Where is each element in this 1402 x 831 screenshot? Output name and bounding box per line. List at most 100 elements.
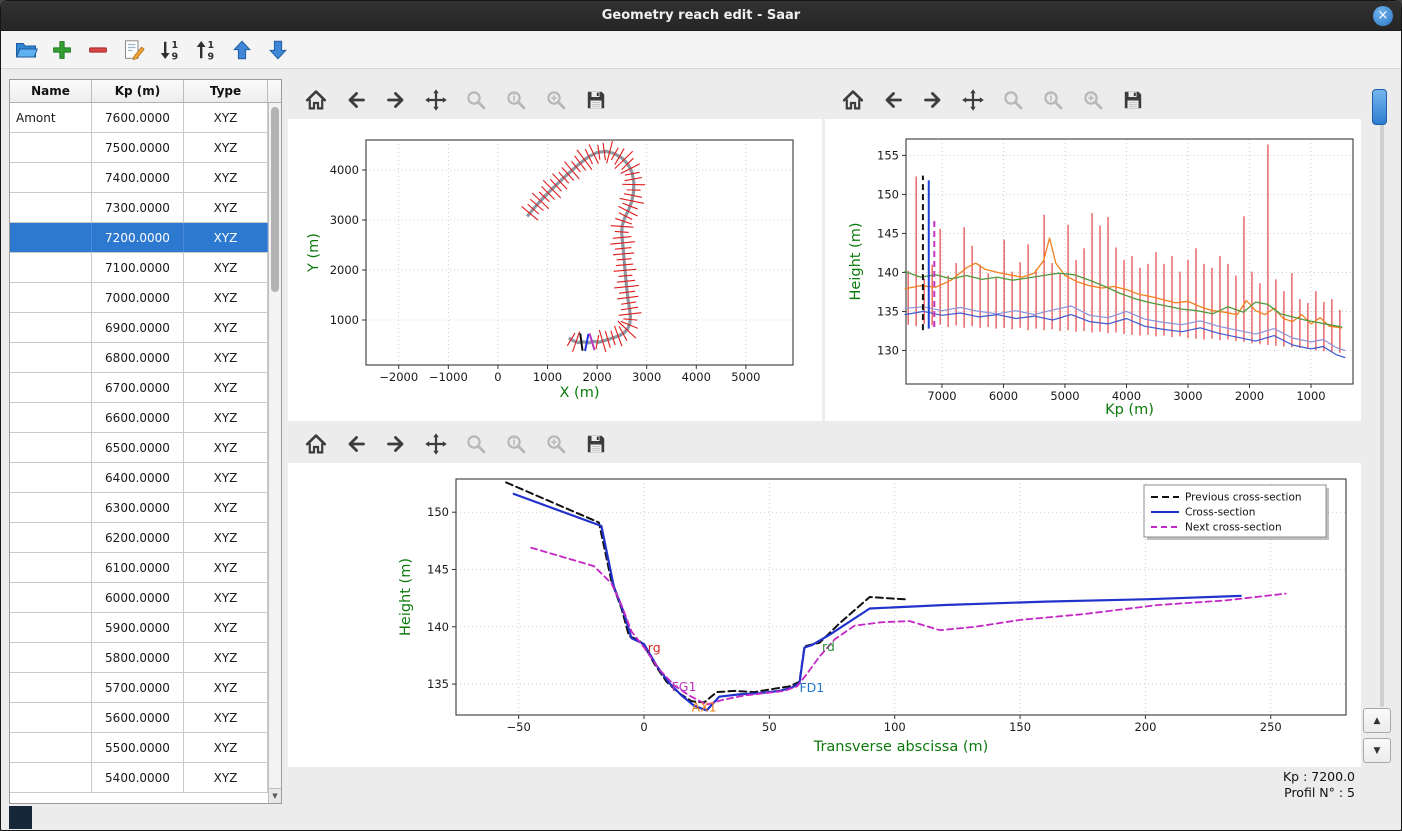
- cell-name: [10, 343, 92, 372]
- table-row[interactable]: 5900.0000 XYZ: [10, 613, 268, 643]
- previous-profile-button[interactable]: ▲: [1363, 708, 1391, 733]
- cell-kp: 6700.0000: [92, 373, 184, 402]
- svg-text:130: 130: [877, 343, 899, 357]
- cell-type: XYZ: [184, 703, 268, 732]
- zoom-info-button[interactable]: i: [1039, 86, 1067, 114]
- delete-section-button[interactable]: [85, 37, 111, 63]
- table-row[interactable]: 6000.0000 XYZ: [10, 583, 268, 613]
- table-row[interactable]: 6700.0000 XYZ: [10, 373, 268, 403]
- cell-kp: 7200.0000: [92, 223, 184, 252]
- cell-type: XYZ: [184, 253, 268, 282]
- pan-button[interactable]: [422, 86, 450, 114]
- table-row[interactable]: 5400.0000 XYZ: [10, 763, 268, 793]
- cell-kp: 5900.0000: [92, 613, 184, 642]
- svg-text:100: 100: [884, 720, 906, 734]
- svg-text:4000: 4000: [682, 370, 711, 384]
- cell-type: XYZ: [184, 343, 268, 372]
- table-row[interactable]: 6400.0000 XYZ: [10, 463, 268, 493]
- forward-button[interactable]: [382, 430, 410, 458]
- zoom-rect-button[interactable]: [1079, 86, 1107, 114]
- long-profile-plot[interactable]: 7000 6000 5000 4000 3000 2000 1000 130 135 140 145…: [825, 119, 1361, 421]
- zoom-button[interactable]: [999, 86, 1027, 114]
- table-scrollbar-thumb[interactable]: [271, 107, 279, 292]
- cross-section-toolbar: i: [288, 425, 1361, 463]
- svg-text:rg: rg: [648, 640, 661, 655]
- table-row[interactable]: 6100.0000 XYZ: [10, 553, 268, 583]
- move-down-button[interactable]: [265, 37, 291, 63]
- cell-name: [10, 313, 92, 342]
- table-row[interactable]: 5600.0000 XYZ: [10, 703, 268, 733]
- save-button[interactable]: [582, 430, 610, 458]
- home-button[interactable]: [302, 430, 330, 458]
- plan-view-plot[interactable]: −2000 −1000 0 1000 2000 3000 4000 5000 1000 2000 3…: [288, 119, 822, 421]
- svg-text:3000: 3000: [330, 213, 359, 227]
- forward-button[interactable]: [382, 86, 410, 114]
- profile-slider-track[interactable]: [1380, 89, 1384, 707]
- cross-section-plot[interactable]: −50 0 50 100 150 200 250 135 140 145 150 Transverse…: [288, 463, 1361, 767]
- table-row[interactable]: 6900.0000 XYZ: [10, 313, 268, 343]
- zoom-info-button[interactable]: i: [502, 430, 530, 458]
- cell-type: XYZ: [184, 583, 268, 612]
- table-row[interactable]: 6600.0000 XYZ: [10, 403, 268, 433]
- table-row[interactable]: 6800.0000 XYZ: [10, 343, 268, 373]
- profile-slider-handle[interactable]: [1372, 89, 1387, 125]
- zoom-rect-button[interactable]: [542, 430, 570, 458]
- table-row[interactable]: 7300.0000 XYZ: [10, 193, 268, 223]
- add-section-button[interactable]: [49, 37, 75, 63]
- next-profile-button[interactable]: ▼: [1363, 738, 1391, 763]
- pan-button[interactable]: [422, 430, 450, 458]
- back-button[interactable]: [342, 86, 370, 114]
- save-button[interactable]: [1119, 86, 1147, 114]
- cell-name: [10, 223, 92, 252]
- table-row[interactable]: 5700.0000 XYZ: [10, 673, 268, 703]
- cell-kp: 6300.0000: [92, 493, 184, 522]
- table-scrollbar[interactable]: ▼: [268, 103, 281, 803]
- table-row[interactable]: 7100.0000 XYZ: [10, 253, 268, 283]
- back-button[interactable]: [879, 86, 907, 114]
- zoom-button[interactable]: [462, 430, 490, 458]
- svg-text:9: 9: [207, 51, 214, 62]
- svg-text:155: 155: [877, 148, 899, 162]
- table-row[interactable]: 7200.0000 XYZ: [10, 223, 268, 253]
- open-button[interactable]: [13, 37, 39, 63]
- table-row[interactable]: Amont 7600.0000 XYZ: [10, 103, 268, 133]
- cell-kp: 6100.0000: [92, 553, 184, 582]
- cell-name: Amont: [10, 103, 92, 132]
- column-header-name[interactable]: Name: [10, 80, 92, 102]
- column-header-kp[interactable]: Kp (m): [92, 80, 184, 102]
- table-row[interactable]: 5500.0000 XYZ: [10, 733, 268, 763]
- table-row[interactable]: 5800.0000 XYZ: [10, 643, 268, 673]
- cell-type: XYZ: [184, 433, 268, 462]
- svg-text:1000: 1000: [1296, 389, 1325, 403]
- save-button[interactable]: [582, 86, 610, 114]
- table-row[interactable]: 7000.0000 XYZ: [10, 283, 268, 313]
- back-button[interactable]: [342, 430, 370, 458]
- edit-section-button[interactable]: [121, 37, 147, 63]
- svg-text:1000: 1000: [533, 370, 562, 384]
- table-row[interactable]: 7400.0000 XYZ: [10, 163, 268, 193]
- table-row[interactable]: 6200.0000 XYZ: [10, 523, 268, 553]
- svg-text:5000: 5000: [731, 370, 760, 384]
- zoom-info-button[interactable]: i: [502, 86, 530, 114]
- column-header-type[interactable]: Type: [184, 80, 268, 102]
- close-button[interactable]: ×: [1373, 6, 1393, 26]
- pan-button[interactable]: [959, 86, 987, 114]
- table-row[interactable]: 7500.0000 XYZ: [10, 133, 268, 163]
- cross-sections-table: Name Kp (m) Type Amont 7600.0000 XYZ 7500.0…: [9, 79, 282, 804]
- svg-text:Kp (m): Kp (m): [1105, 402, 1154, 418]
- home-button[interactable]: [302, 86, 330, 114]
- forward-button[interactable]: [919, 86, 947, 114]
- table-row[interactable]: 6500.0000 XYZ: [10, 433, 268, 463]
- move-up-button[interactable]: [229, 37, 255, 63]
- zoom-button[interactable]: [462, 86, 490, 114]
- home-button[interactable]: [839, 86, 867, 114]
- cell-name: [10, 193, 92, 222]
- svg-text:9: 9: [171, 51, 178, 62]
- zoom-rect-button[interactable]: [542, 86, 570, 114]
- table-row[interactable]: 6300.0000 XYZ: [10, 493, 268, 523]
- svg-text:Height (m): Height (m): [398, 558, 414, 636]
- status-kp: Kp : 7200.0: [1282, 769, 1355, 784]
- table-scrollbar-down-button[interactable]: ▼: [269, 788, 281, 803]
